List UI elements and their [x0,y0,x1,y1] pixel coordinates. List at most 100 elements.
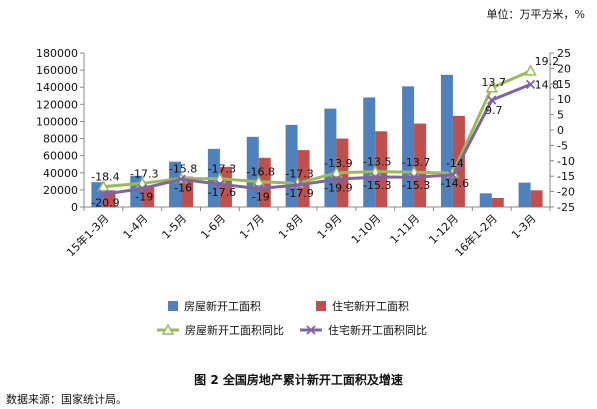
data-label: 9.7 [485,104,503,117]
data-label: -17.6 [208,186,236,199]
combo-chart: 0 20000 40000 60000 80000 100000 120000 140000 1… [36,47,575,337]
x-tick-label: 1-3月 [509,212,539,242]
x-tick-label: 1-4月 [121,212,151,242]
x-tick-label: 1-12月 [426,212,461,247]
right-tick-label: 15 [557,78,571,91]
data-label: -19 [252,191,270,204]
data-label: -15.3 [363,179,391,192]
legend-label: 房屋新开工面积 [184,299,261,313]
legend-label: 住宅新开工面积同比 [328,323,427,337]
x-tick-label: 1-5月 [160,212,190,242]
bar [530,190,543,207]
data-label: -16 [174,181,192,194]
left-tick-label: 0 [71,201,78,214]
x-tick-label: 1-9月 [315,212,345,242]
data-label: -13.5 [363,156,391,169]
data-label: -19 [135,191,153,204]
series-point [331,174,342,184]
data-label: -15.8 [169,163,197,176]
series-point [215,179,225,189]
legend-marker [161,323,175,335]
legend-label: 房屋新开工面积同比 [185,323,284,337]
x-tick-label: 1-6月 [198,212,228,242]
x-tick-label: 1-11月 [388,212,423,247]
legend-swatch [316,301,326,311]
series-point [448,170,458,180]
data-label: -15.3 [402,179,430,192]
legend-swatch [168,301,178,311]
bars [91,74,543,207]
series-line [103,69,532,189]
series-point [525,79,536,90]
bar [479,193,492,207]
data-label: -17.3 [285,167,313,180]
left-tick-label: 160000 [36,64,78,77]
x-tick-label: 1-7月 [237,212,267,242]
right-tick-label: 10 [557,93,571,106]
data-label: 14.8 [535,78,560,91]
bar [491,198,504,207]
x-tick-label: 16年1-2月 [452,211,500,259]
series-point [252,175,266,187]
series-point [292,180,303,190]
unit-label: 单位：万平方米，% [486,8,585,21]
x-tick-label: 1-8月 [276,212,306,242]
series-point [409,172,419,182]
series-point [524,64,537,76]
right-tick-label: -10 [557,155,575,168]
left-tick-label: 60000 [43,150,78,163]
series-point [330,166,343,178]
series-line [103,83,532,196]
series-point [370,172,380,182]
bar [375,131,388,207]
right-tick-label: -20 [557,186,575,199]
series-point [98,189,109,200]
right-tick-label: 0 [557,124,564,137]
left-tick-label: 120000 [36,98,78,111]
series-point [368,165,382,177]
series-point [254,183,264,194]
data-labels: -18.4 -17.3 -15.8 -17.3 -16.8 -17.3 -13.9 -13.5… [91,55,559,210]
series-point [487,95,497,105]
right-tick-label: 5 [557,109,564,122]
bar [414,123,427,207]
right-tick-label: -5 [557,139,568,152]
data-source: 数据来源：国家统计局。 [6,393,127,406]
bar [219,166,232,207]
right-tick-label: 25 [557,47,571,60]
left-tick-label: 100000 [36,115,78,128]
series-point [213,172,227,184]
bar [297,150,310,207]
data-label: -13.7 [402,156,430,169]
right-tick-label: -15 [557,170,575,183]
data-label: -17.3 [130,167,158,180]
series-point [176,174,186,184]
left-tick-label: 180000 [36,47,78,60]
data-label: -14.6 [441,177,469,190]
bar [169,161,182,207]
data-label: -14 [446,157,464,170]
data-label: 13.7 [482,76,507,89]
data-label: -19.9 [324,181,352,194]
series-point [137,183,147,194]
legend-label: 住宅新开工面积 [332,299,409,313]
right-tick-label: -25 [557,201,575,214]
left-tick-label: 20000 [43,184,78,197]
data-label: -16.8 [247,166,275,179]
data-label: -13.9 [324,157,352,170]
data-label: -17.3 [208,163,236,176]
data-label: 19.2 [535,55,560,68]
x-tick-label: 15年1-3月 [63,211,111,259]
figure-caption: 图 2 全国房地产累计新开工面积及增速 [194,373,403,387]
bar [518,182,531,207]
right-tick-label: 20 [557,62,571,75]
x-tick-label: 1-10月 [349,212,384,247]
left-tick-label: 80000 [43,133,78,146]
legend-marker [306,325,316,335]
data-label: -18.4 [91,171,119,184]
series-point [97,180,110,192]
data-label: -20.9 [91,196,119,209]
left-tick-label: 40000 [43,167,78,180]
data-label: -17.9 [285,187,313,200]
